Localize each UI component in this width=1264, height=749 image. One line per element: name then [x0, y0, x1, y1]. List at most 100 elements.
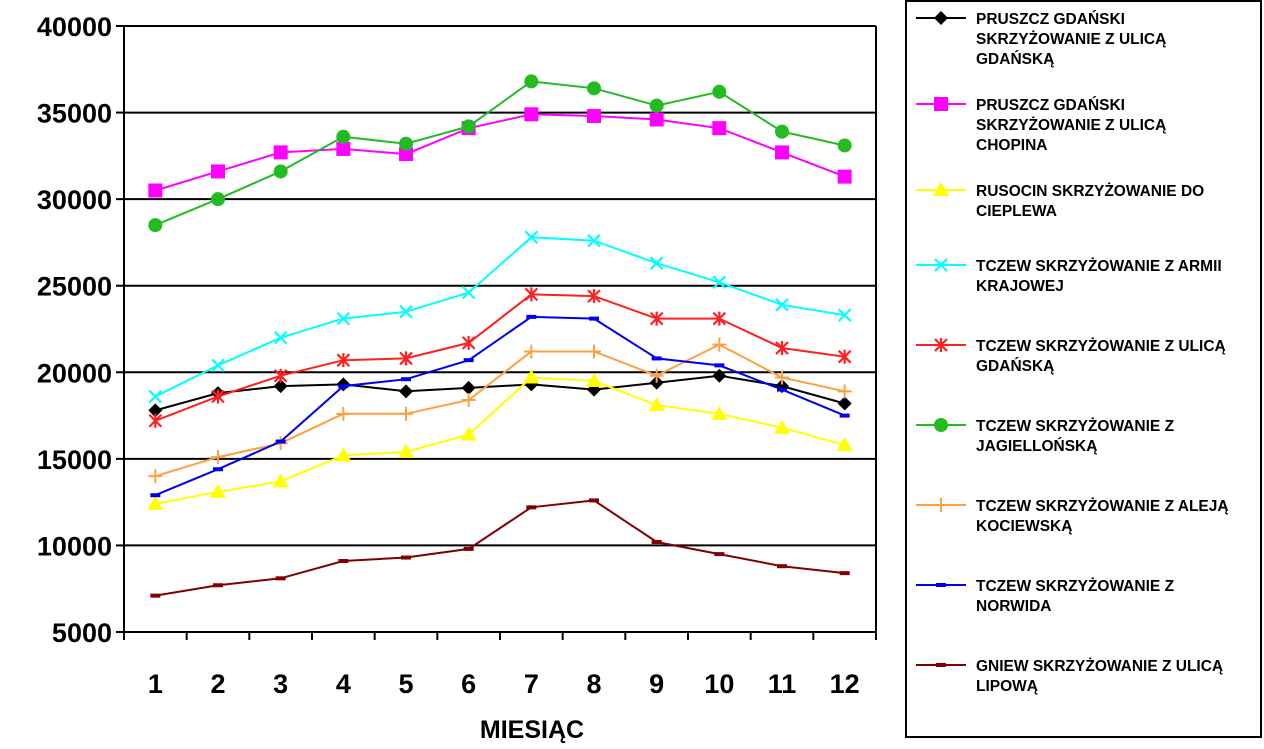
series-6 [148, 74, 852, 233]
data-point [275, 576, 286, 581]
data-point [649, 311, 664, 326]
data-point [211, 192, 225, 207]
legend-label: GDAŃSKĄ [976, 358, 1054, 375]
data-point [523, 369, 540, 384]
y-tick-label: 20000 [37, 358, 112, 388]
data-point [837, 384, 852, 399]
y-tick-label: 15000 [37, 445, 112, 475]
data-point [148, 469, 163, 484]
series-layer [147, 74, 853, 598]
legend-items: PRUSZCZ GDAŃSKI SKRZYŻOWANIE Z ULICĄ GDAŃS… [916, 11, 1229, 695]
data-point [775, 145, 789, 160]
data-point [649, 112, 664, 127]
data-point [839, 571, 850, 576]
y-tick-label: 5000 [52, 618, 112, 648]
data-point [150, 593, 161, 598]
legend-label: NORWIDA [976, 598, 1052, 615]
legend-entry: GNIEW SKRZYŻOWANIE Z ULICĄ LIPOWĄ [916, 658, 1223, 695]
data-point [398, 443, 414, 458]
data-point [587, 289, 601, 304]
data-point [526, 505, 537, 510]
y-tick-label: 35000 [37, 99, 112, 129]
data-point [275, 439, 286, 444]
y-tick-label: 10000 [37, 531, 112, 561]
x-tick-label: 8 [586, 669, 601, 699]
series-3 [147, 369, 853, 510]
x-tick-label: 10 [704, 669, 734, 699]
legend-label: SKRZYŻOWANIE Z ULICĄ [976, 117, 1166, 134]
data-point [150, 493, 161, 498]
y-axis-ticks: 5000 10000 15000 20000 25000 30000 35000 40000 [37, 12, 124, 648]
data-point [461, 119, 476, 134]
data-point [336, 129, 351, 144]
data-point [210, 483, 226, 498]
x-axis-ticks: 1 2 3 4 5 6 7 8 9 10 11 12 [123, 632, 877, 699]
data-point [712, 84, 727, 99]
data-point [587, 344, 601, 359]
data-point [775, 297, 789, 312]
data-point [524, 344, 539, 359]
data-point [336, 406, 351, 421]
x-tick-label: 12 [830, 669, 860, 699]
x-tick-label: 4 [336, 669, 351, 699]
data-point [586, 372, 602, 387]
data-point [651, 356, 662, 361]
data-point [712, 275, 727, 290]
legend-label: SKRZYŻOWANIE Z ULICĄ [976, 31, 1166, 48]
data-point [524, 287, 539, 302]
data-point [712, 311, 727, 326]
data-point [399, 304, 413, 319]
y-tick-label: 30000 [37, 185, 112, 215]
x-tick-label: 5 [398, 669, 413, 699]
data-point [148, 218, 163, 233]
data-point [651, 539, 662, 544]
legend-swatch-marker [934, 11, 948, 25]
data-point [211, 164, 225, 179]
legend-label: PRUSZCZ GDAŃSKI [976, 97, 1125, 114]
data-point [273, 330, 288, 345]
data-point [461, 285, 476, 300]
series-2 [148, 107, 852, 198]
legend-label: TCZEW SKRZYŻOWANIE Z ALEJĄ [976, 498, 1229, 515]
y-tick-label: 40000 [37, 12, 112, 42]
data-point [148, 183, 163, 198]
data-point [273, 145, 288, 160]
series-line [154, 236, 845, 398]
data-point [839, 413, 850, 418]
legend-entry: TCZEW SKRZYŻOWANIE Z ULICĄ GDAŃSKĄ [916, 338, 1226, 375]
x-tick-label: 9 [649, 669, 664, 699]
legend-entry: PRUSZCZ GDAŃSKI SKRZYŻOWANIE Z ULICĄ GDAŃS… [916, 11, 1166, 68]
series-5 [148, 287, 852, 428]
legend-label: GNIEW SKRZYŻOWANIE Z ULICĄ [976, 658, 1223, 675]
x-tick-label: 1 [148, 669, 163, 699]
series-line [155, 499, 845, 597]
data-point [335, 447, 352, 462]
data-point [461, 380, 476, 395]
data-point [775, 341, 789, 356]
series-line [154, 315, 846, 497]
data-point [777, 564, 787, 569]
data-point [524, 230, 539, 245]
legend-entry: PRUSZCZ GDAŃSKI SKRZYŻOWANIE Z ULICĄ CHOPI… [916, 97, 1166, 154]
data-point [401, 555, 411, 560]
data-point [837, 396, 852, 411]
legend-label: CIEPLEWA [976, 203, 1057, 220]
legend-entry: TCZEW SKRZYŻOWANIE Z ARMII KRAJOWEJ [916, 258, 1222, 295]
legend-swatch-marker [934, 338, 948, 352]
legend-entry: TCZEW SKRZYŻOWANIE Z NORWIDA [916, 578, 1175, 615]
data-point [649, 98, 664, 113]
series-line [155, 376, 845, 505]
data-point [460, 426, 477, 441]
data-point [524, 74, 539, 89]
legend-swatch-marker [936, 663, 946, 667]
series-7 [148, 337, 852, 484]
legend-label: TCZEW SKRZYŻOWANIE Z ARMII [976, 258, 1222, 275]
gridlines [124, 25, 876, 633]
legend-swatch-marker [934, 97, 948, 111]
legend-entry: TCZEW SKRZYŻOWANIE Z JAGIELLOŃSKĄ [916, 418, 1175, 455]
legend-label: TCZEW SKRZYŻOWANIE Z ULICĄ [976, 338, 1226, 355]
data-point [649, 368, 664, 383]
series-line [155, 343, 845, 478]
data-point [837, 349, 852, 364]
